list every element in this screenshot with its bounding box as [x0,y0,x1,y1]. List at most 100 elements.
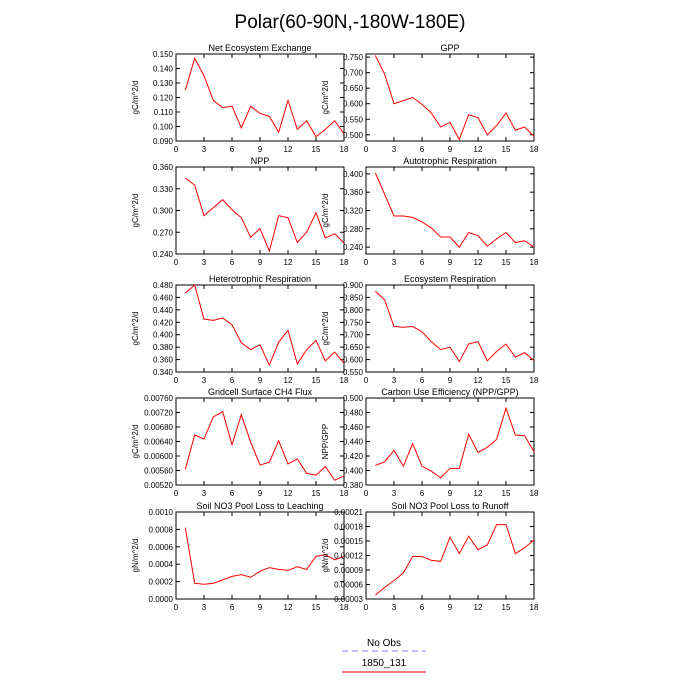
x-tick-label: 15 [502,489,511,498]
chart-title: Heterotrophic Respiration [209,274,311,284]
x-tick-label: 15 [312,489,321,498]
x-tick-label: 9 [258,603,263,612]
y-tick-label: 0.150 [153,50,174,59]
figure-title: Polar(60-90N,-180W-180E) [235,12,466,33]
y-tick-label: 0.360 [343,188,364,197]
y-tick-label: 0.0010 [149,508,174,517]
chart-title: Autotrophic Respiration [403,156,497,166]
x-tick-label: 3 [202,603,207,612]
x-tick-label: 3 [392,258,397,267]
x-tick-label: 9 [448,489,453,498]
plot-frame [175,166,345,255]
series-line-1850-131 [374,55,535,141]
x-tick-label: 12 [284,603,293,612]
y-tick-label: 0.280 [343,225,364,234]
x-tick-label: 15 [502,145,511,154]
plot-frame [175,53,345,142]
chart-title: Soil NO3 Pool Loss to Runoff [392,501,509,511]
x-tick-label: 12 [474,258,483,267]
series-line-1850-131 [374,290,535,363]
x-tick-label: 9 [258,145,263,154]
plot-frame [175,284,345,373]
x-tick-label: 0 [174,603,179,612]
x-tick-label: 15 [502,376,511,385]
y-axis-label: gC/m^2/d [321,312,330,346]
y-tick-label: 0.500 [343,394,364,403]
series-line-1850-131 [184,527,345,585]
y-tick-label: 0.900 [343,281,364,290]
x-tick-label: 9 [448,603,453,612]
x-tick-label: 18 [530,376,539,385]
y-tick-label: 0.00009 [334,566,363,575]
y-tick-label: 0.00021 [334,508,363,517]
y-tick-label: 0.090 [153,137,174,146]
chart-autotrophic-respiration: Autotrophic Respiration 0 3 6 9 12 15 18 0.240 0.… [321,156,539,267]
series-line-1850-131 [185,284,345,367]
y-axis-label: gC/m^2/d [321,81,330,115]
x-tick-label: 6 [230,258,235,267]
x-tick-label: 18 [340,145,349,154]
y-tick-label: 0.120 [153,94,174,103]
x-tick-label: 18 [340,258,349,267]
y-tick-label: 0.360 [153,163,174,172]
x-tick-label: 12 [284,489,293,498]
x-tick-label: 3 [202,489,207,498]
y-tick-label: 0.650 [343,84,364,93]
x-tick-label: 18 [530,603,539,612]
x-tick-label: 18 [340,603,349,612]
chart-carbon-use-efficiency-npp-gpp: Carbon Use Efficiency (NPP/GPP) 0 3 6 9 12 15 1… [321,387,539,498]
y-axis-label: NPP/GPP [321,424,330,460]
y-tick-label: 0.400 [153,331,174,340]
x-tick-label: 12 [284,145,293,154]
x-tick-label: 0 [174,145,179,154]
x-tick-label: 18 [340,376,349,385]
y-tick-label: 0.550 [343,368,364,377]
y-tick-label: 0.300 [153,207,174,216]
x-tick-label: 15 [502,258,511,267]
x-tick-label: 0 [364,603,369,612]
y-tick-label: 0.00003 [334,595,363,604]
x-tick-label: 9 [258,258,263,267]
x-tick-label: 6 [420,489,425,498]
x-tick-label: 3 [392,603,397,612]
x-tick-label: 12 [284,376,293,385]
y-tick-label: 0.00760 [144,394,173,403]
y-tick-label: 0.340 [153,368,174,377]
chart-heterotrophic-respiration: Heterotrophic Respiration 0 3 6 9 12 15 18 0.340… [131,274,349,385]
y-tick-label: 0.420 [153,318,174,327]
plot-frame [365,53,535,142]
x-tick-label: 6 [230,376,235,385]
plot-frame [365,284,535,373]
y-tick-label: 0.0002 [149,578,174,587]
chart-npp: NPP 0 3 6 9 12 15 18 0.240 0.270 0.300 0.330 0.360 gC… [131,156,349,267]
y-tick-label: 0.0006 [149,543,174,552]
y-axis-label: gN/m^2/d [131,539,140,573]
y-axis-label: gC/m^2/d [321,194,330,228]
x-tick-label: 9 [448,258,453,267]
y-tick-label: 0.0000 [149,595,174,604]
chart-title: Ecosystem Respiration [404,274,496,284]
x-tick-label: 15 [502,603,511,612]
y-tick-label: 0.00720 [144,409,173,418]
y-tick-label: 0.400 [343,467,364,476]
x-tick-label: 12 [474,376,483,385]
y-tick-label: 0.750 [343,53,364,62]
panel-grid: Net Ecosystem Exchange 0 3 6 9 12 15 18 0.090 0.1… [131,43,539,612]
y-axis-label: gC/m^2/d [131,312,140,346]
y-tick-label: 0.380 [343,481,364,490]
x-tick-label: 9 [258,376,263,385]
plot-frame [365,511,535,600]
series-line-1850-131 [375,406,535,479]
y-tick-label: 0.0004 [149,560,174,569]
y-tick-label: 0.380 [153,343,174,352]
y-axis-label: gC/m^2/d [131,425,140,459]
legend-label-no-obs: No Obs [367,638,401,649]
y-tick-label: 0.110 [154,108,174,117]
x-tick-label: 0 [174,376,179,385]
x-tick-label: 0 [364,376,369,385]
y-tick-label: 0.480 [343,409,364,418]
x-tick-label: 6 [230,145,235,154]
